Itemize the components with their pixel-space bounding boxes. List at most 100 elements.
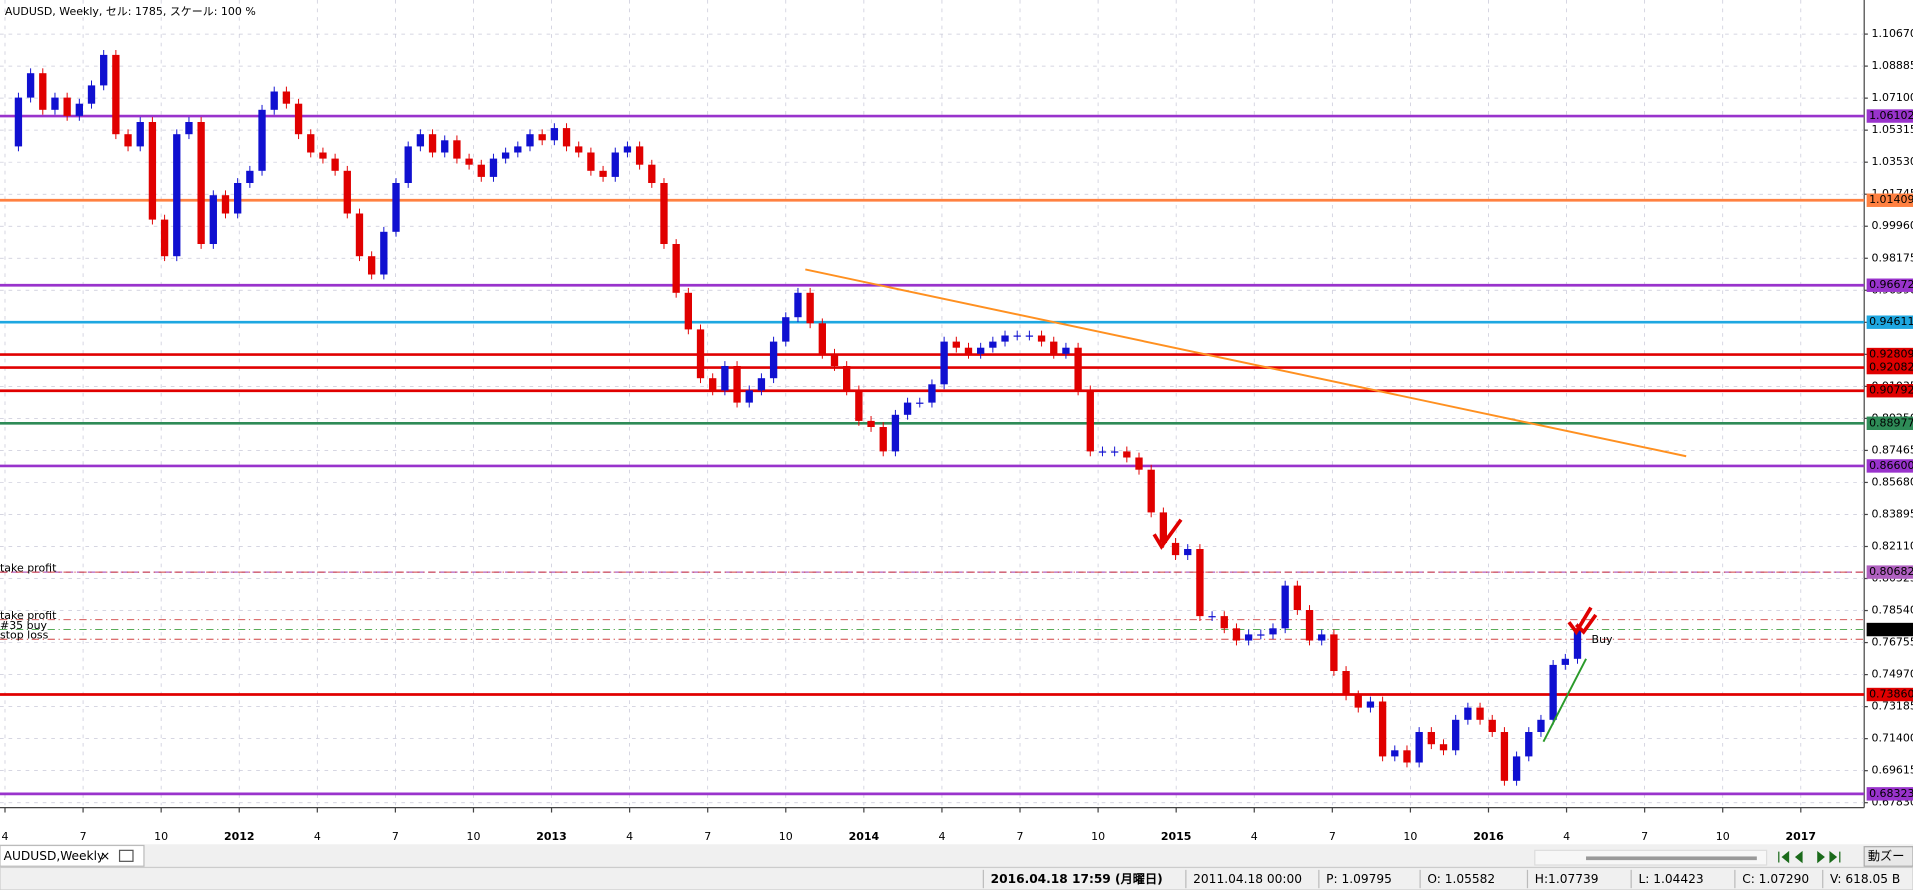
x-tick-label: 7 [1641, 830, 1648, 843]
candle [940, 341, 948, 385]
candle [1354, 695, 1362, 708]
candle [745, 390, 753, 403]
candle [1537, 719, 1545, 733]
candle [1427, 732, 1435, 745]
candle [1500, 732, 1509, 781]
candle [75, 103, 83, 116]
candle [1232, 628, 1241, 641]
price-tag [1866, 315, 1913, 329]
candle [319, 152, 327, 159]
chart-title: AUDUSD, Weekly, セル: 1785, スケール: 100 % [5, 5, 256, 18]
price-tag-label: 1.06102 [1869, 109, 1913, 122]
candle [1488, 719, 1496, 733]
tab-icon[interactable] [118, 849, 134, 862]
status-field: O: 1.05582 [1427, 872, 1495, 886]
x-tick-label: 2012 [224, 830, 255, 843]
candle [1159, 512, 1168, 543]
candle [1452, 719, 1460, 751]
price-tag [1866, 384, 1913, 398]
candle [1208, 616, 1216, 618]
price-tag-label: 0.90792 [1869, 384, 1913, 397]
candle [294, 103, 303, 135]
x-tick-label: 2013 [536, 830, 567, 843]
price-tag [1866, 459, 1913, 473]
grid [0, 0, 1865, 806]
candle [477, 164, 485, 177]
candle [1171, 542, 1180, 556]
price-tag [1866, 360, 1913, 375]
candle [1330, 634, 1338, 672]
candle [916, 402, 924, 404]
x-tick-label: 4 [2, 830, 9, 843]
candle [977, 347, 985, 354]
x-tick-label: 10 [1716, 830, 1730, 843]
candle [1037, 335, 1046, 342]
candle [209, 195, 217, 245]
candle [684, 292, 692, 330]
price-tag [1866, 787, 1913, 801]
x-tick-label: 2016 [1473, 830, 1504, 843]
chart-tab[interactable] [0, 844, 145, 867]
zoom-button[interactable] [1863, 846, 1913, 867]
candle [514, 146, 522, 153]
candle [830, 353, 839, 367]
axes: 1.106701.088851.071001.053151.035301.017… [2, 27, 1913, 843]
y-tick-label: 0.98175 [1872, 251, 1913, 264]
candle [14, 97, 23, 147]
check-mark [1152, 518, 1183, 550]
candle [806, 292, 814, 324]
candle [112, 54, 120, 135]
candle [623, 146, 632, 153]
candle [1378, 701, 1387, 757]
x-tick-label: 10 [154, 830, 168, 843]
y-tick-label: 0.99960 [1872, 219, 1913, 232]
candle [903, 402, 912, 415]
candle [1561, 658, 1569, 665]
candle [343, 170, 351, 214]
candle [453, 140, 461, 159]
tab-bar [0, 844, 1913, 868]
candle [1476, 707, 1484, 720]
candle [1318, 634, 1326, 641]
tab-close[interactable]: × [100, 849, 110, 863]
candle [221, 195, 230, 214]
candle [246, 170, 254, 184]
candle [599, 170, 607, 177]
scroll-buttons[interactable] [1778, 850, 1841, 864]
candle [1269, 628, 1277, 635]
price-tag-label: 1.01409 [1869, 193, 1913, 206]
y-tick-label: 0.73185 [1872, 700, 1913, 713]
y-tick-label: 0.78540 [1872, 604, 1913, 617]
price-tag [1866, 565, 1913, 579]
status-field: C: 1.07290 [1742, 872, 1809, 886]
candle [1184, 549, 1192, 556]
x-tick-label: 2015 [1161, 830, 1192, 843]
x-tick-label: 10 [1091, 830, 1105, 843]
candle [1123, 451, 1131, 458]
order-label: take profit [0, 561, 57, 574]
y-tick-label: 1.03530 [1872, 155, 1913, 168]
price-tag-label: 0.88977 [1869, 416, 1913, 429]
candle [1147, 469, 1155, 513]
candle [160, 219, 169, 257]
price-tag [1866, 687, 1913, 702]
candle [367, 256, 376, 275]
price-tag-label: 0.92082 [1869, 361, 1913, 374]
candle [1013, 335, 1021, 337]
candle [124, 134, 132, 147]
candle [818, 323, 826, 354]
candle [465, 158, 473, 165]
price-tag [1866, 193, 1913, 207]
candle [1342, 671, 1350, 696]
x-tick-label: 4 [938, 830, 945, 843]
candle [867, 420, 875, 428]
candle [331, 158, 339, 171]
scrollbar-thumb[interactable] [1586, 856, 1757, 861]
price-tag [1866, 347, 1913, 362]
candle [1305, 610, 1314, 641]
candle [1062, 347, 1070, 354]
candle [1086, 390, 1094, 452]
x-tick-label: 7 [392, 830, 399, 843]
candle [197, 122, 205, 245]
